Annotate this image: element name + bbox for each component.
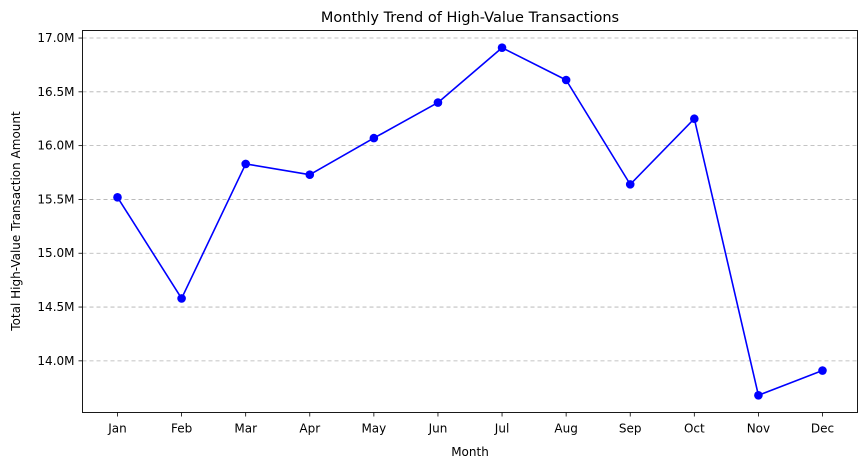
x-tick-label: May [361,422,386,436]
data-point [561,75,571,85]
y-tick-label: 16.5M [37,85,74,99]
data-point [818,366,827,375]
x-tick-label: Jun [428,422,448,436]
data-point [177,294,186,303]
y-tick-label: 15.5M [37,192,74,206]
y-tick-label: 15.0M [37,246,74,260]
x-tick-label: Apr [299,422,320,436]
data-point [497,43,507,53]
data-point [113,192,122,202]
data-series [113,43,827,400]
x-tick-label: Oct [684,422,705,436]
y-tick-label: 14.5M [37,300,74,314]
y-tick-label: 17.0M [37,31,74,45]
y-tick-label: 16.0M [37,139,74,153]
y-axis-ticks: 14.0M 14.5M 15.0M 15.5M 16.0M 16.5M 17.0M [37,31,83,368]
x-tick-label: Jul [494,422,509,436]
x-tick-label: Sep [619,422,642,436]
data-point [305,170,315,179]
x-axis-label: Month [451,445,489,459]
y-tick-label: 14.0M [37,354,74,368]
data-point [369,133,379,143]
x-tick-label: Aug [554,422,577,436]
x-tick-label: Dec [811,422,834,436]
x-tick-label: Nov [747,422,770,436]
data-point [625,180,635,189]
data-point [433,98,443,107]
data-point [690,114,699,124]
plot-frame [82,30,858,413]
data-point [754,390,763,400]
gridlines [82,37,858,362]
chart-title: Monthly Trend of High-Value Transactions [321,10,619,26]
data-point [241,159,250,169]
x-tick-label: Jan [107,422,127,436]
x-axis-ticks: Jan Feb Mar Apr May Jun Jul Aug Sep Oct Nov Dec [107,412,834,436]
series-line [116,46,823,397]
x-tick-label: Mar [234,422,257,436]
y-axis-label: Total High-Value Transaction Amount [9,111,23,332]
x-tick-label: Feb [171,422,192,436]
